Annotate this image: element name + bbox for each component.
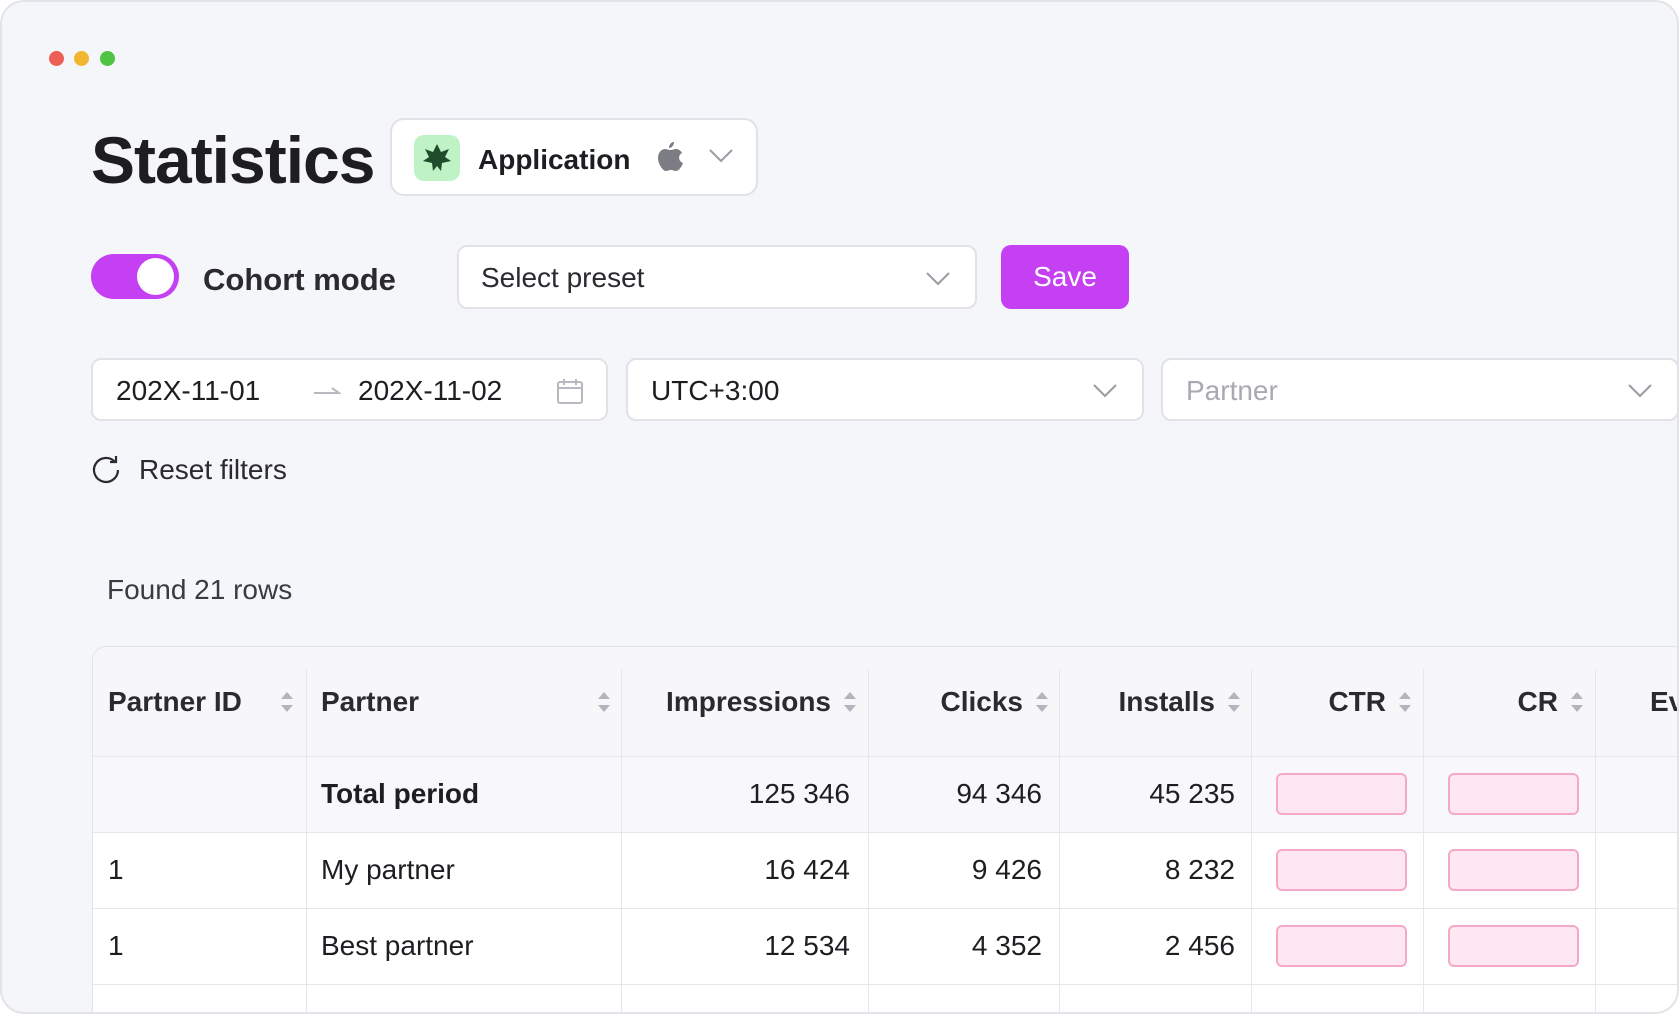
preset-placeholder: Select preset — [481, 262, 645, 293]
maximize-dot[interactable] — [100, 51, 115, 66]
app-select[interactable]: Application — [390, 118, 758, 196]
save-label: Save — [1033, 261, 1097, 292]
column-header[interactable]: CTR — [1328, 686, 1386, 717]
page-title: Statistics — [91, 123, 375, 197]
timezone: UTC+3:00 — [651, 375, 780, 406]
sort-icon[interactable] — [843, 689, 857, 715]
column-header[interactable]: CR — [1517, 686, 1558, 717]
column-header[interactable]: Ev — [1650, 686, 1677, 717]
partner-placeholder: Partner — [1186, 375, 1278, 406]
sort-icon[interactable] — [280, 689, 294, 715]
date-from: 202X-11-01 — [116, 375, 261, 406]
impressions: 16 424 — [764, 854, 850, 885]
column-divider — [1423, 756, 1424, 1012]
chevron — [1093, 384, 1117, 398]
cohort-toggle[interactable] — [91, 254, 179, 299]
date-to: 202X-11-02 — [358, 375, 503, 406]
clicks: 94 346 — [956, 778, 1042, 809]
rate-placeholder — [1448, 773, 1579, 815]
toggle-label: Cohort mode — [203, 262, 396, 297]
column-divider — [868, 756, 869, 1012]
sort-icon[interactable] — [1398, 689, 1412, 715]
installs: 2 456 — [1164, 930, 1235, 961]
sort-icon[interactable] — [1570, 689, 1584, 715]
chevron — [1628, 384, 1652, 398]
column-header[interactable]: Installs — [1118, 686, 1215, 717]
clicks: 4 352 — [971, 930, 1042, 961]
rate-placeholder — [1448, 849, 1579, 891]
close-dot[interactable] — [49, 51, 64, 66]
row-divider — [93, 908, 1677, 909]
column-header[interactable]: Impressions — [666, 686, 831, 717]
column-header[interactable]: Clicks — [940, 686, 1024, 717]
timezone-select[interactable]: UTC+3:00 — [626, 358, 1144, 421]
column-header[interactable]: Partner — [321, 686, 420, 717]
impressions: 12 534 — [764, 930, 850, 961]
rate-placeholder — [1448, 925, 1579, 967]
row-divider — [93, 984, 1677, 985]
impressions: 125 346 — [748, 778, 850, 809]
apple-icon — [658, 142, 683, 171]
installs: 45 235 — [1149, 778, 1235, 809]
chevron — [926, 272, 950, 286]
reset-icon[interactable] — [91, 454, 121, 484]
sort-icon[interactable] — [597, 689, 611, 715]
partner-name: My partner — [321, 854, 455, 885]
column-divider — [1059, 756, 1060, 1012]
partner-name: Best partner — [321, 930, 474, 961]
clicks: 9 426 — [971, 854, 1042, 885]
save-button[interactable]: Save — [1001, 245, 1129, 309]
preset-select[interactable]: Select preset — [457, 245, 977, 309]
partner-id: 1 — [108, 930, 124, 961]
chevron — [709, 149, 733, 163]
rate-placeholder — [1276, 849, 1407, 891]
app-icon — [414, 135, 460, 181]
rows-found: Found 21 rows — [107, 574, 293, 605]
minimize-dot[interactable] — [74, 51, 89, 66]
row-divider — [93, 756, 1677, 757]
column-divider — [621, 756, 622, 1012]
rate-placeholder — [1276, 773, 1407, 815]
rate-placeholder — [1276, 925, 1407, 967]
column-header[interactable]: Partner ID — [108, 686, 242, 717]
app-name: Application — [478, 144, 631, 175]
total-row — [93, 756, 1677, 832]
reset-filters[interactable]: Reset filters — [139, 454, 287, 485]
column-divider — [1595, 756, 1596, 1012]
date-range[interactable]: 202X-11-01 202X-11-02 — [91, 358, 608, 421]
partner-select[interactable]: Partner — [1161, 358, 1677, 421]
header-row — [93, 647, 1677, 756]
column-divider — [1251, 756, 1252, 1012]
partner-id: 1 — [108, 854, 124, 885]
calendar-icon — [557, 379, 583, 404]
column-divider — [306, 756, 307, 1012]
stats-table: Partner ID Partner Impressions Clicks Instal… — [92, 646, 1677, 1012]
installs: 8 232 — [1164, 854, 1235, 885]
partner-name: Total period — [321, 778, 480, 809]
sort-icon[interactable] — [1227, 689, 1241, 715]
arrow — [314, 387, 341, 394]
sort-icon[interactable] — [1035, 689, 1049, 715]
row-divider — [93, 832, 1677, 833]
